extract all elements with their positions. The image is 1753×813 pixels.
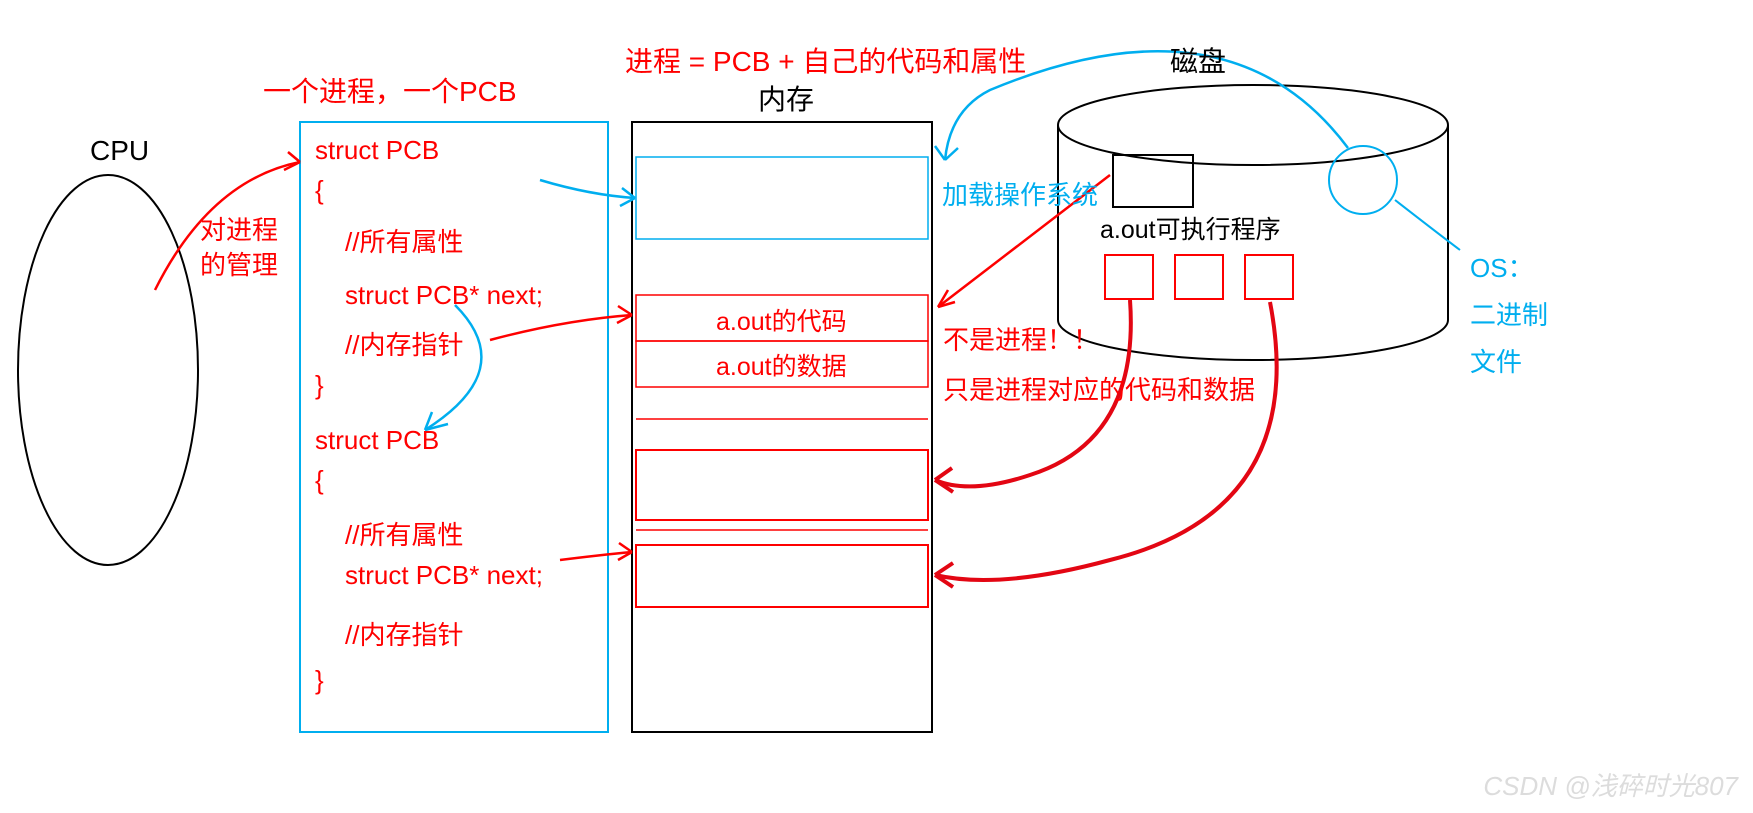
disk-title: 磁盘 (1170, 40, 1226, 80)
just-code-data-label: 只是进程对应的代码和数据 (943, 370, 1255, 407)
memory-os-section (636, 157, 928, 239)
arrow-pcb-to-os (540, 180, 635, 198)
cpu-label: CPU (90, 135, 149, 167)
disk-os-circle (1329, 146, 1397, 214)
disk-red-box-2 (1175, 255, 1223, 299)
line-os-note (1395, 200, 1460, 250)
memory-box (632, 122, 932, 732)
os-note-l3: 文件 (1470, 342, 1522, 379)
arrow-next-pointer (425, 305, 481, 430)
struct2-l5: //内存指针 (345, 615, 463, 652)
watermark: CSDN @浅碎时光807 (1483, 766, 1738, 803)
diagram-svg (0, 0, 1753, 813)
disk-exe-label: a.out可执行程序 (1100, 210, 1281, 246)
memory-code-label: a.out的代码 (716, 302, 847, 338)
disk-red-box-3 (1245, 255, 1293, 299)
struct1-l5: //内存指针 (345, 325, 463, 362)
struct1-l6: } (315, 370, 324, 401)
struct2-l4: struct PCB* next; (345, 560, 543, 591)
memory-data-label: a.out的数据 (716, 347, 847, 383)
struct2-l6: } (315, 665, 324, 696)
disk-top (1058, 85, 1448, 165)
struct2-l1: struct PCB (315, 425, 439, 456)
struct1-l2: { (315, 175, 324, 206)
memory-title: 内存 (758, 78, 814, 118)
load-os-label: 加载操作系统 (942, 175, 1098, 212)
process-equation: 进程 = PCB + 自己的代码和属性 (625, 40, 1026, 80)
struct1-l3: //所有属性 (345, 222, 463, 259)
not-process-label: 不是进程！！ (943, 320, 1099, 357)
struct1-l4: struct PCB* next; (345, 280, 543, 311)
pcb-title: 一个进程，一个PCB (263, 70, 517, 110)
memory-section-b (636, 545, 928, 607)
struct2-l3: //所有属性 (345, 515, 463, 552)
cpu-ellipse (18, 175, 198, 565)
struct2-l2: { (315, 465, 324, 496)
os-note-l2: 二进制 (1470, 295, 1548, 332)
cpu-note-1: 对进程 (200, 210, 278, 247)
os-note-l1: OS： (1470, 248, 1534, 285)
cpu-note-2: 的管理 (200, 245, 278, 282)
arrow-memptr1 (490, 315, 632, 340)
struct1-l1: struct PCB (315, 135, 439, 166)
memory-section-a (636, 450, 928, 520)
disk-red-box-1 (1105, 255, 1153, 299)
